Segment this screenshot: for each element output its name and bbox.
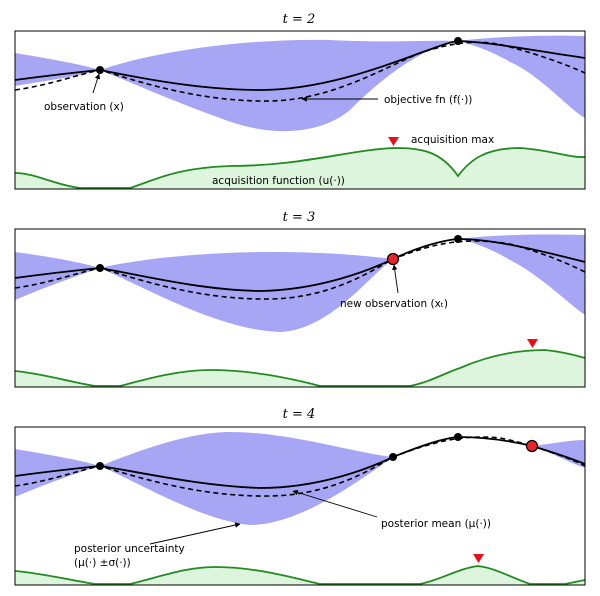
posterior-uncertainty-formula: (μ(·) ±σ(·)) xyxy=(74,557,131,569)
panel-title: t = 3 xyxy=(283,210,316,225)
plot-frame xyxy=(14,426,586,586)
posterior-mean-label: posterior mean (μ(·)) xyxy=(381,518,491,530)
panel-t4: t = 4 posterior mean (μ(·)) posterior un… xyxy=(14,407,586,586)
new-observation-point xyxy=(386,252,400,266)
observation-point xyxy=(389,453,397,461)
observation-label: observation (x) xyxy=(44,101,124,113)
panel-t3: t = 3 new observation (xₜ) xyxy=(14,210,586,388)
observation-point xyxy=(454,37,462,45)
observation-point xyxy=(96,66,104,74)
uncertainty-band xyxy=(15,35,585,132)
acquisition-function-curve xyxy=(14,147,586,189)
acquisition-fill xyxy=(15,350,585,387)
panel-title: t = 4 xyxy=(283,407,316,422)
objective-label: objective fn (f(·)) xyxy=(384,94,472,106)
panel-title: t = 2 xyxy=(283,12,316,27)
acquisition-fill xyxy=(15,566,585,585)
acquisition-max-marker xyxy=(527,339,538,348)
observation-point xyxy=(454,235,462,243)
observation-point xyxy=(96,462,104,470)
acquisition-max-label: acquisition max xyxy=(411,134,494,146)
observation-point xyxy=(96,264,104,272)
plot-frame xyxy=(14,228,586,388)
new-observation-label: new observation (xₜ) xyxy=(340,298,448,310)
posterior-uncertainty-label: posterior uncertainty xyxy=(74,543,185,555)
new-observation-arrow xyxy=(392,264,399,294)
uncertainty-band xyxy=(15,432,585,525)
plot-frame xyxy=(14,30,586,190)
posterior-uncertainty-arrow xyxy=(149,522,241,545)
acquisition-function-curve xyxy=(14,349,586,387)
observation-arrow xyxy=(92,73,101,94)
acquisition-max-marker xyxy=(473,554,484,563)
uncertainty-band xyxy=(15,234,585,332)
acquisition-max-marker xyxy=(388,137,399,146)
observation-point xyxy=(454,433,462,441)
panel-t2: t = 2 observation (x) objective fn (f(·)… xyxy=(14,12,586,190)
acquisition-function-curve xyxy=(14,565,586,585)
acquisition-function-label: acquisition function (u(·)) xyxy=(212,175,345,187)
new-observation-point xyxy=(525,439,539,453)
posterior-mean-arrow xyxy=(292,489,378,518)
